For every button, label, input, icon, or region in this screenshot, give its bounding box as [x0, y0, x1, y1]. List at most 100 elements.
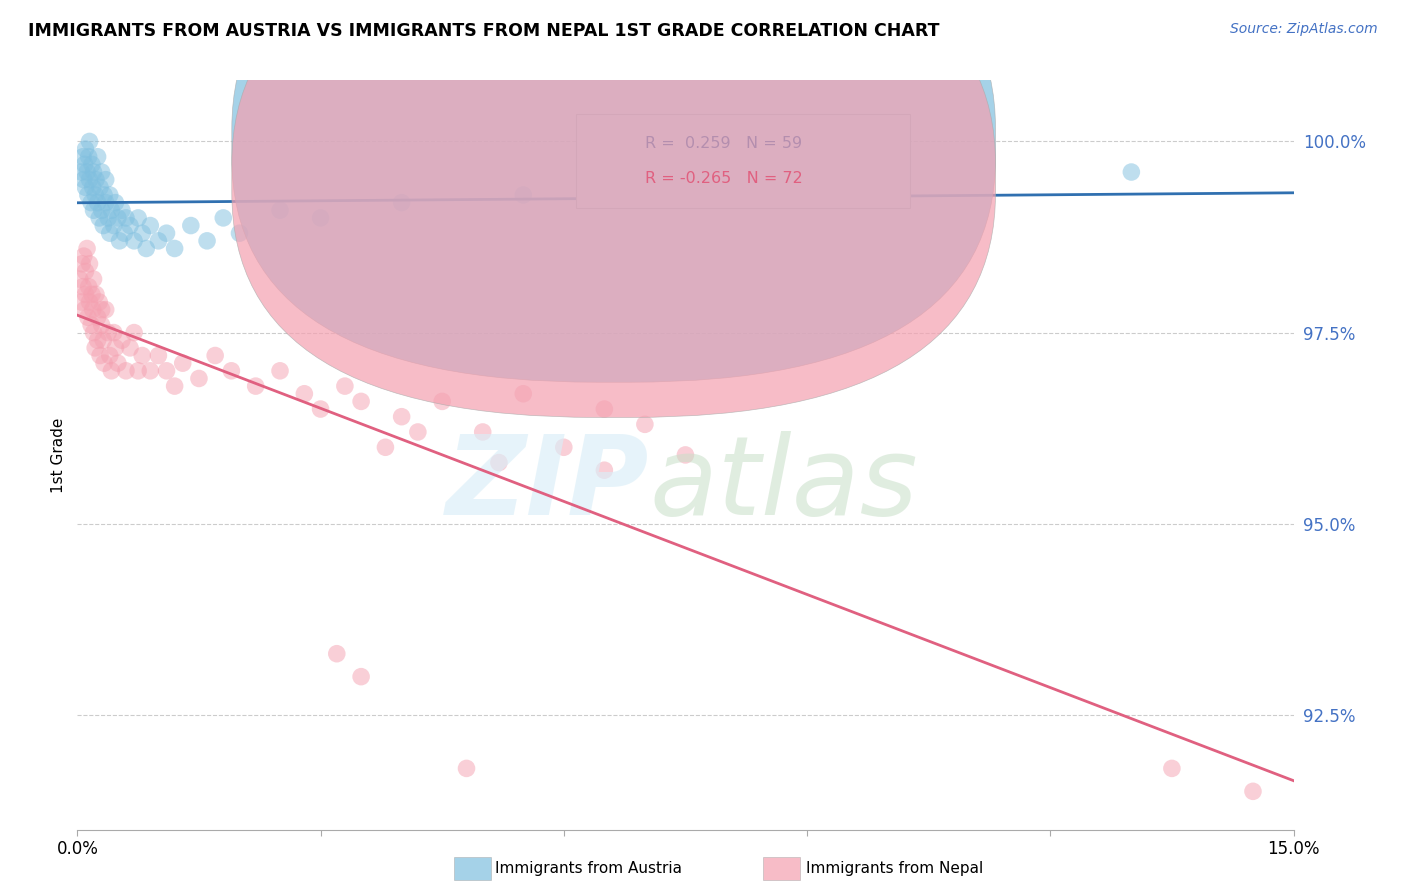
Point	[675, 448, 697, 462]
Point	[75, 287, 97, 301]
Point	[118, 219, 141, 233]
Point	[269, 203, 291, 218]
Point	[73, 249, 96, 263]
Point	[108, 234, 131, 248]
Point	[112, 226, 135, 240]
Point	[86, 333, 108, 347]
Point	[135, 242, 157, 256]
Point	[309, 402, 332, 417]
Point	[350, 670, 373, 684]
Point	[84, 287, 107, 301]
Point	[139, 364, 162, 378]
Point	[69, 272, 91, 286]
Point	[837, 180, 859, 194]
FancyBboxPatch shape	[232, 0, 995, 383]
Point	[79, 135, 101, 149]
Point	[82, 302, 104, 317]
Point	[76, 242, 98, 256]
Point	[195, 234, 218, 248]
Point	[93, 188, 115, 202]
Point	[73, 157, 96, 171]
Point	[89, 180, 111, 194]
Text: Immigrants from Austria: Immigrants from Austria	[495, 862, 682, 876]
Point	[70, 165, 93, 179]
Point	[188, 371, 211, 385]
Point	[221, 364, 243, 378]
Point	[406, 425, 429, 439]
Point	[76, 310, 98, 325]
Point	[212, 211, 235, 225]
Point	[430, 394, 453, 409]
Point	[180, 219, 202, 233]
Point	[82, 180, 104, 194]
Point	[72, 279, 94, 293]
Point	[89, 349, 111, 363]
Point	[93, 356, 115, 370]
Point	[70, 257, 93, 271]
Point	[90, 318, 112, 332]
Point	[148, 234, 170, 248]
Point	[127, 211, 149, 225]
Point	[100, 364, 122, 378]
Point	[76, 188, 98, 202]
Point	[131, 349, 153, 363]
Point	[94, 172, 117, 186]
Point	[309, 211, 332, 225]
Point	[553, 440, 575, 454]
Point	[115, 211, 138, 225]
Point	[1161, 761, 1184, 775]
Point	[155, 364, 177, 378]
Point	[122, 234, 145, 248]
Point	[155, 226, 177, 240]
Point	[163, 379, 186, 393]
Point	[84, 172, 107, 186]
Point	[90, 165, 112, 179]
Point	[593, 402, 616, 417]
Point	[391, 409, 413, 424]
Point	[148, 349, 170, 363]
Point	[83, 203, 105, 218]
Point	[77, 279, 100, 293]
Point	[100, 203, 122, 218]
Point	[77, 150, 100, 164]
Point	[245, 379, 267, 393]
Point	[107, 356, 129, 370]
Point	[94, 302, 117, 317]
Point	[76, 165, 98, 179]
Point	[80, 318, 103, 332]
Text: R =  0.259   N = 59: R = 0.259 N = 59	[645, 136, 803, 151]
Point	[111, 333, 134, 347]
Point	[86, 150, 108, 164]
Point	[90, 302, 112, 317]
FancyBboxPatch shape	[232, 0, 995, 417]
Point	[122, 326, 145, 340]
FancyBboxPatch shape	[576, 114, 911, 208]
Point	[75, 180, 97, 194]
Point	[228, 226, 250, 240]
Point	[86, 195, 108, 210]
Point	[98, 349, 121, 363]
Point	[103, 326, 125, 340]
Point	[97, 211, 120, 225]
Point	[488, 456, 510, 470]
Point	[118, 341, 141, 355]
Point	[89, 211, 111, 225]
Point	[73, 172, 96, 186]
Text: Source: ZipAtlas.com: Source: ZipAtlas.com	[1230, 22, 1378, 37]
Point	[80, 195, 103, 210]
Point	[269, 364, 291, 378]
Text: Immigrants from Nepal: Immigrants from Nepal	[806, 862, 983, 876]
Point	[391, 195, 413, 210]
Point	[471, 425, 494, 439]
Text: atlas: atlas	[650, 432, 918, 539]
Text: ZIP: ZIP	[446, 432, 650, 539]
Point	[72, 150, 94, 164]
Point	[456, 761, 478, 775]
Point	[79, 295, 101, 310]
Point	[83, 272, 105, 286]
Point	[90, 203, 112, 218]
Point	[326, 647, 349, 661]
Point	[292, 386, 315, 401]
Y-axis label: 1st Grade: 1st Grade	[51, 417, 66, 492]
Point	[104, 341, 127, 355]
